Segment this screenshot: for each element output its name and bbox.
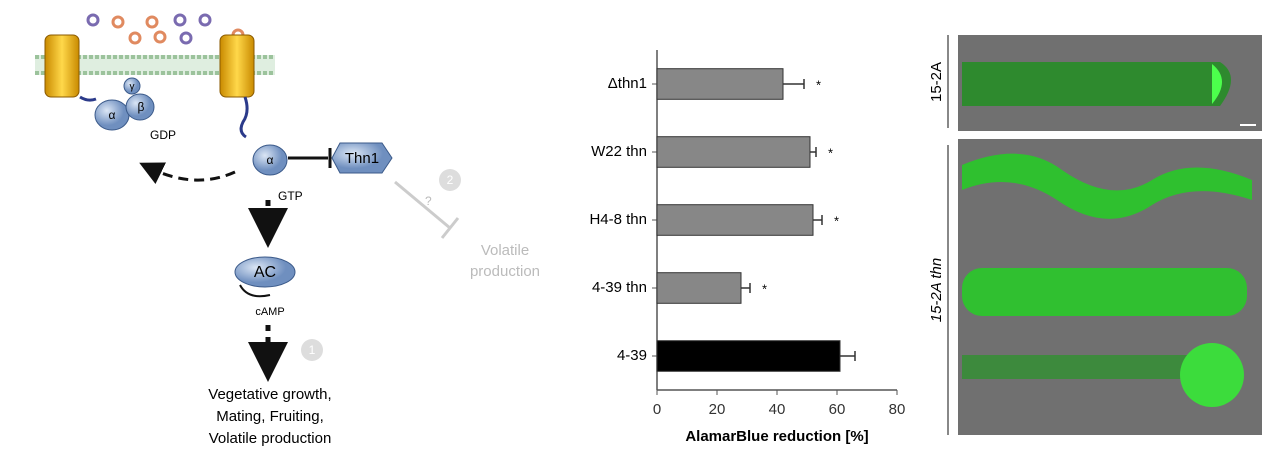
receptor: [220, 35, 254, 97]
label: ?: [425, 194, 432, 208]
strain-label: 15-2A: [928, 62, 945, 102]
label: Vegetative growth,: [208, 386, 331, 403]
label: 1: [309, 343, 316, 357]
bar-chart: 0 20 40 60 80 AlamarBlue reduction [%] Δthn1 * W…: [589, 50, 905, 445]
inhibition: [442, 218, 458, 238]
x-tick-label: 0: [653, 401, 661, 418]
receptor: [45, 35, 79, 97]
significance: *: [816, 77, 821, 92]
bar: [657, 205, 813, 236]
bar: [657, 137, 810, 168]
hypha: [962, 355, 1192, 379]
bar: [657, 273, 741, 304]
hypha-bulb: [1180, 343, 1244, 407]
label: Mating, Fruiting,: [216, 408, 324, 425]
label: production: [470, 263, 540, 280]
bar: [657, 69, 783, 100]
label: α: [109, 108, 116, 122]
significance: *: [828, 145, 833, 160]
significance: *: [762, 281, 767, 296]
label: 2: [447, 173, 454, 187]
hypha: [962, 62, 1231, 106]
label: AC: [254, 264, 276, 281]
label: Volatile: [481, 242, 529, 259]
x-tick-label: 40: [769, 401, 786, 418]
ligands: [88, 15, 243, 43]
label: GTP: [278, 189, 303, 203]
label: GDP: [150, 128, 176, 142]
pathway-diagram: α β γ GDP α GTP Thn1 ? 2 Volatile produc…: [35, 15, 540, 447]
y-tick-label: 4-39: [617, 347, 647, 364]
label: Thn1: [345, 150, 379, 167]
label: γ: [130, 82, 135, 93]
label: Volatile production: [209, 430, 332, 447]
label: α: [267, 153, 274, 167]
figure: α β γ GDP α GTP Thn1 ? 2 Volatile produc…: [0, 0, 1272, 459]
inhibition: [395, 182, 450, 228]
label: cAMP: [255, 306, 284, 318]
y-tick-label: Δthn1: [608, 75, 647, 92]
y-tick-label: H4-8 thn: [589, 211, 647, 228]
x-tick-label: 20: [709, 401, 726, 418]
y-tick-label: 4-39 thn: [592, 279, 647, 296]
x-tick-label: 60: [829, 401, 846, 418]
arrow: [150, 168, 235, 180]
micrographs: 15-2A 15-2A thn: [928, 35, 1262, 435]
x-tick-label: 80: [889, 401, 906, 418]
label: β: [138, 100, 145, 114]
hypha: [962, 268, 1247, 316]
bar: [657, 341, 840, 372]
receptor-tail: [80, 97, 96, 100]
x-axis-title: AlamarBlue reduction [%]: [685, 428, 868, 445]
significance: *: [834, 213, 839, 228]
strain-label: 15-2A thn: [928, 258, 945, 323]
receptor-tail: [241, 97, 247, 137]
y-tick-label: W22 thn: [591, 143, 647, 160]
